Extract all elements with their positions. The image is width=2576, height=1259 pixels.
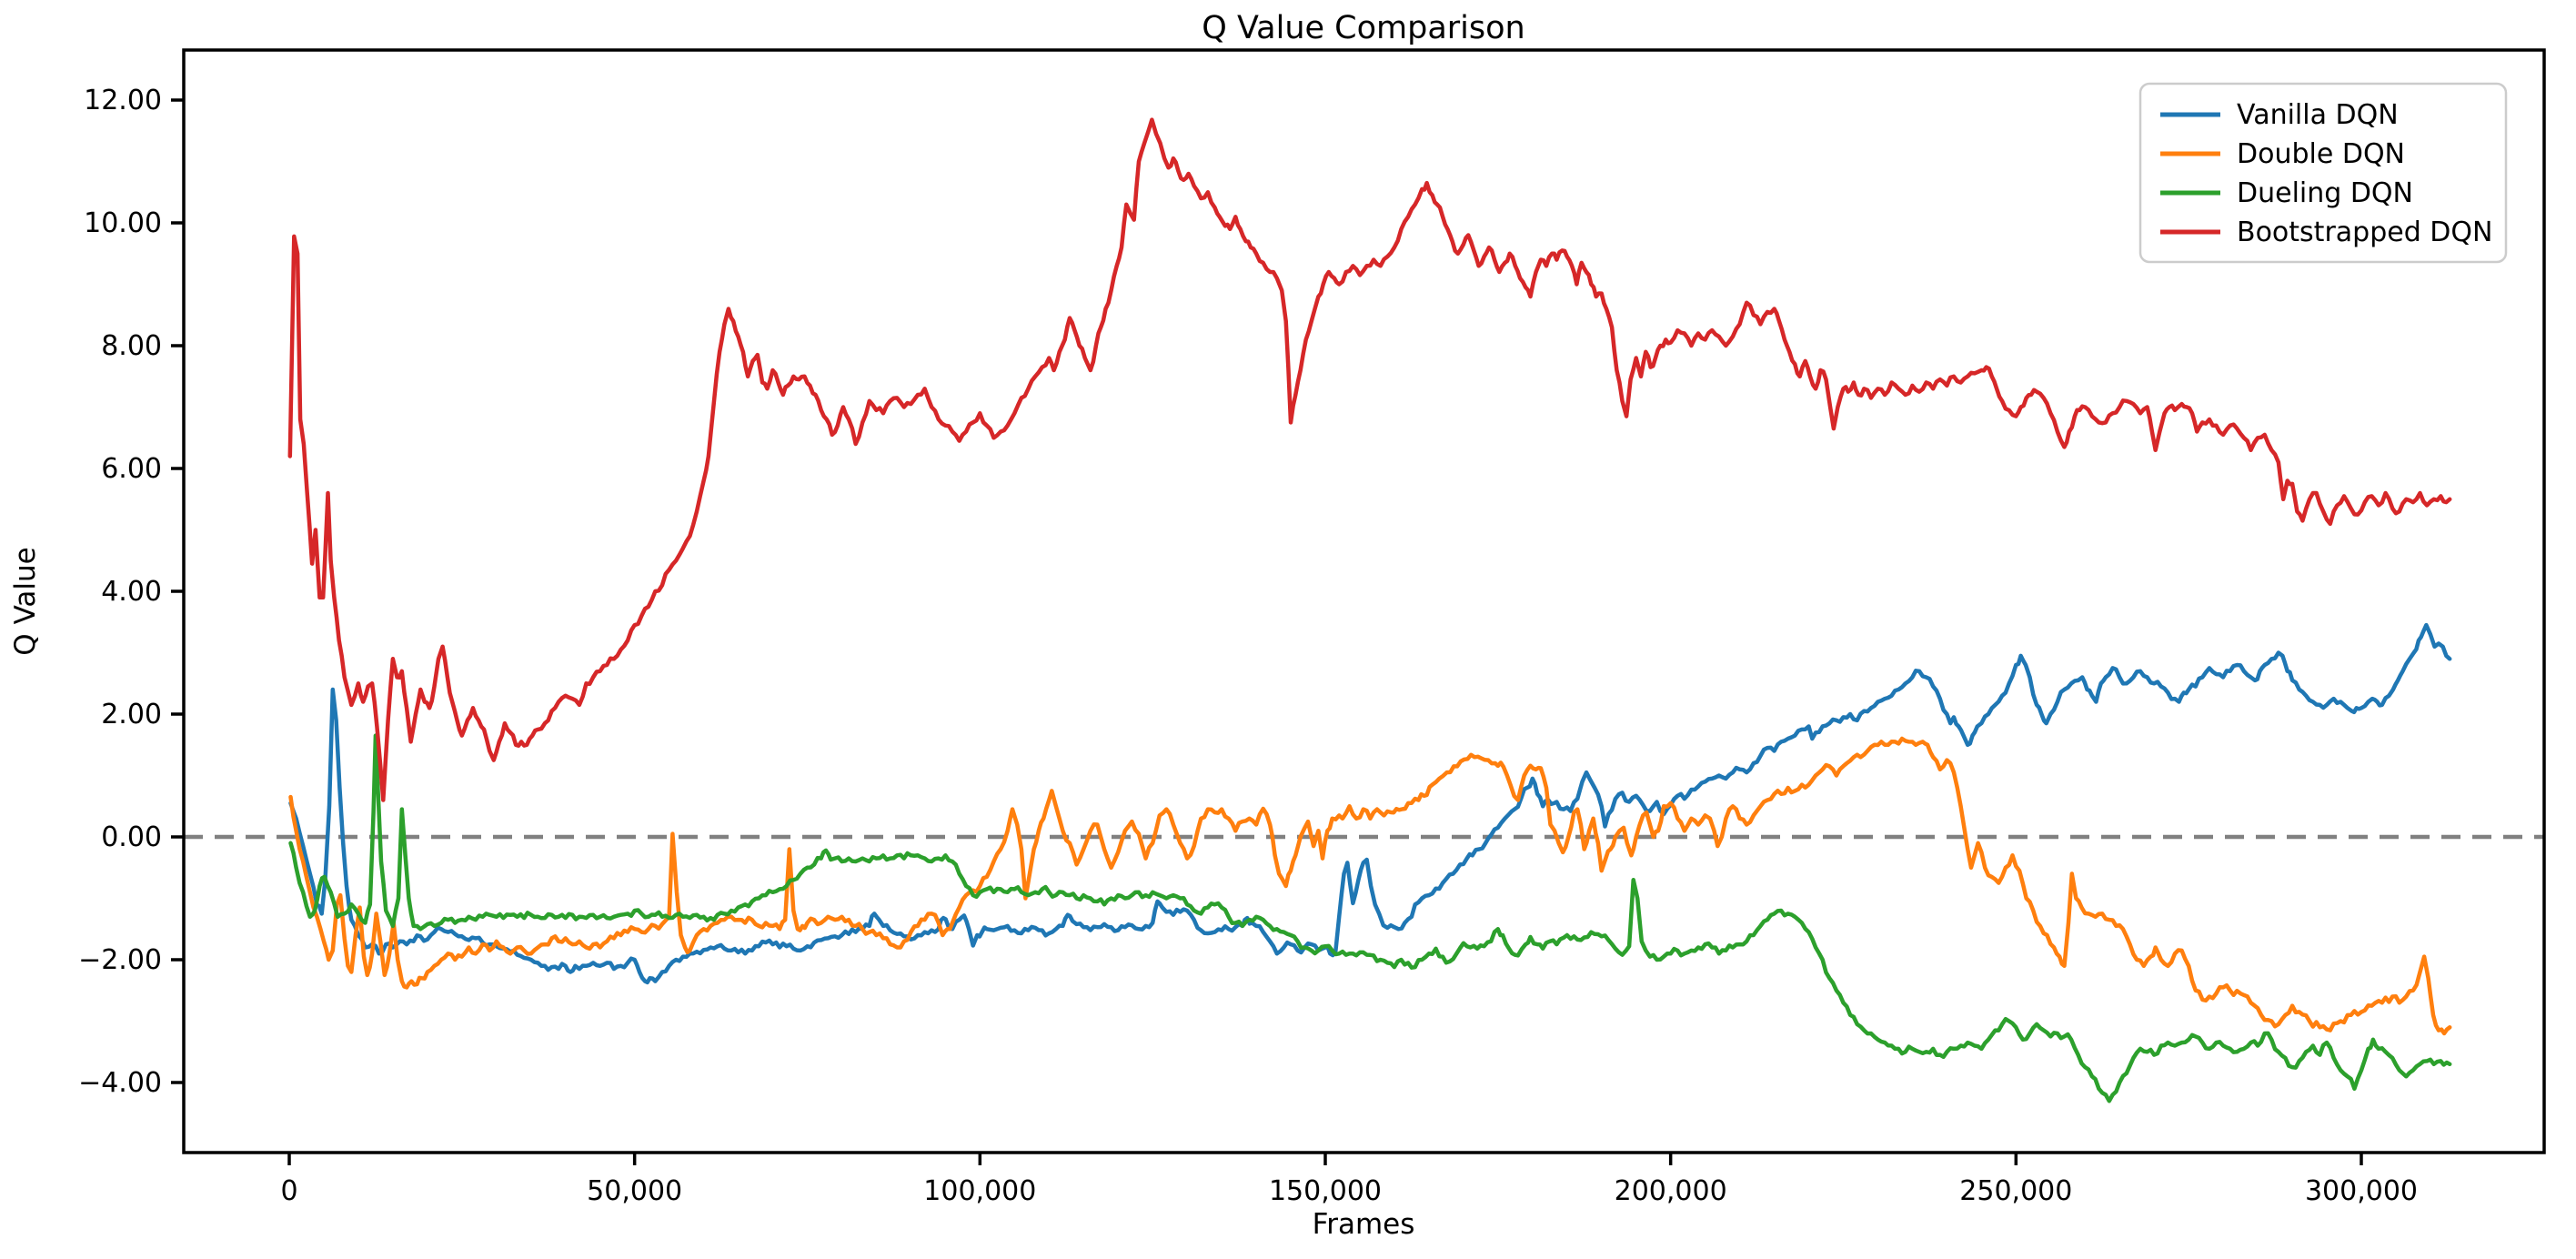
y-tick-label: 12.00 — [84, 85, 162, 116]
legend-label-vanilla-dqn: Vanilla DQN — [2237, 99, 2399, 131]
x-tick-label: 0 — [280, 1175, 297, 1207]
y-tick-label: 8.00 — [101, 330, 162, 362]
y-tick-label: −2.00 — [78, 944, 162, 976]
series-lines — [287, 117, 2452, 1103]
x-tick-label: 300,000 — [2305, 1175, 2418, 1207]
y-tick-label: 4.00 — [101, 576, 162, 608]
axes-spines — [182, 48, 2546, 1154]
x-tick-label: 200,000 — [1615, 1175, 1727, 1207]
y-tick-label: −4.00 — [78, 1067, 162, 1099]
series-line-vanilla-dqn — [288, 622, 2452, 985]
x-tick-label: 250,000 — [1959, 1175, 2072, 1207]
legend-label-dueling-dqn: Dueling DQN — [2237, 177, 2413, 209]
series-line-dueling-dqn — [288, 733, 2452, 1103]
y-tick-label: 0.00 — [101, 821, 162, 853]
x-tick-label: 100,000 — [923, 1175, 1036, 1207]
legend: Vanilla DQN Double DQN Dueling DQN Bootstra… — [2138, 82, 2508, 264]
x-axis-label: Frames — [1313, 1208, 1415, 1241]
legend-label-double-dqn: Double DQN — [2237, 138, 2405, 170]
x-tick-label: 150,000 — [1269, 1175, 1382, 1207]
y-tick-label: 6.00 — [101, 453, 162, 485]
axis-ticks: 12.00 10.00 8.00 6.00 4.00 2.00 0.00 −2.00 −4.00… — [78, 85, 2418, 1207]
y-axis-label: Q Value — [9, 547, 42, 655]
x-tick-label: 50,000 — [587, 1175, 682, 1207]
y-tick-label: 10.00 — [84, 207, 162, 239]
legend-label-bootstrapped-dqn: Bootstrapped DQN — [2237, 217, 2492, 248]
series-line-double-dqn — [288, 736, 2452, 1036]
y-tick-label: 2.00 — [101, 699, 162, 730]
series-line-bootstrapped-dqn — [287, 117, 2452, 802]
chart-title: Q Value Comparison — [1202, 10, 1524, 46]
